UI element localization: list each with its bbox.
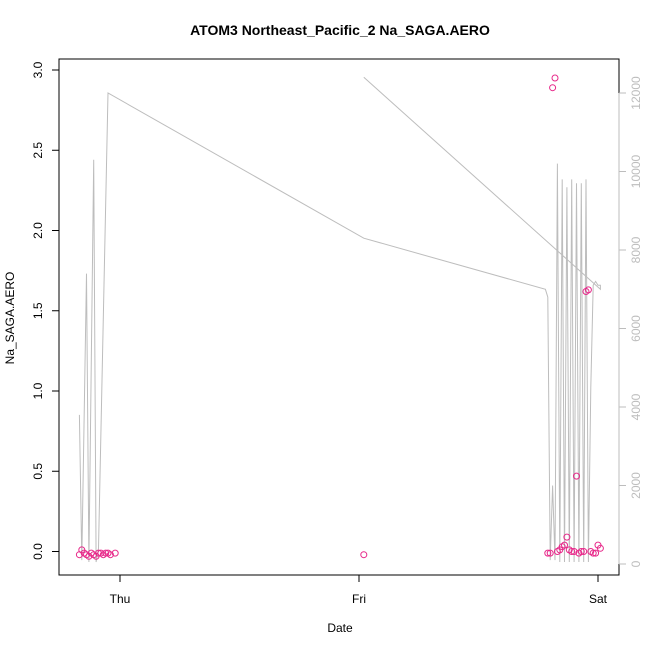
data-point (95, 549, 102, 557)
data-point (580, 548, 588, 555)
right-y-axis: 0 2000 4000 6000 8000 10000 12000 (618, 76, 643, 567)
x-axis: Thu Fri Sat (110, 574, 608, 606)
left-tick-label: 1.5 (31, 302, 45, 319)
data-point (568, 548, 576, 555)
data-point (111, 549, 119, 557)
right-tick-label: 2000 (629, 472, 643, 499)
data-point (561, 541, 568, 549)
left-tick-label: 1.0 (31, 382, 45, 399)
data-point (106, 551, 114, 559)
left-tick-label: 2.0 (31, 222, 45, 239)
data-point (102, 549, 110, 557)
right-tick-label: 6000 (629, 315, 643, 342)
data-point (592, 549, 600, 557)
left-axis-series (75, 74, 604, 560)
data-point (577, 548, 585, 555)
right-tick-label: 8000 (629, 236, 643, 263)
data-point (551, 74, 559, 82)
left-y-axis: 0.0 0.5 1.0 1.5 2.0 2.5 3.0 (31, 61, 60, 560)
x-tick-label: Fri (352, 592, 366, 606)
data-point (563, 533, 571, 541)
left-tick-label: 0.0 (31, 543, 45, 560)
right-tick-label: 0 (629, 560, 643, 567)
right-tick-label: 12000 (629, 76, 643, 110)
left-tick-label: 0.5 (31, 463, 45, 480)
data-point (596, 544, 604, 552)
data-point (546, 549, 554, 557)
data-point (584, 286, 592, 294)
right-tick-label: 10000 (629, 154, 643, 188)
x-tick-label: Thu (110, 592, 131, 606)
left-tick-label: 2.5 (31, 142, 45, 159)
data-point (360, 551, 368, 559)
chart-title: ATOM3 Northeast_Pacific_2 Na_SAGA.AERO (190, 22, 490, 38)
right-tick-label: 4000 (629, 393, 643, 420)
y-axis-label: Na_SAGA.AERO (3, 272, 17, 365)
left-tick-label: 3.0 (31, 61, 45, 78)
data-point (549, 84, 557, 92)
data-point (589, 549, 597, 557)
data-point (570, 548, 578, 555)
x-axis-label: Date (327, 621, 353, 635)
data-point (544, 549, 552, 557)
data-point (573, 472, 580, 480)
x-tick-label: Sat (589, 592, 608, 606)
